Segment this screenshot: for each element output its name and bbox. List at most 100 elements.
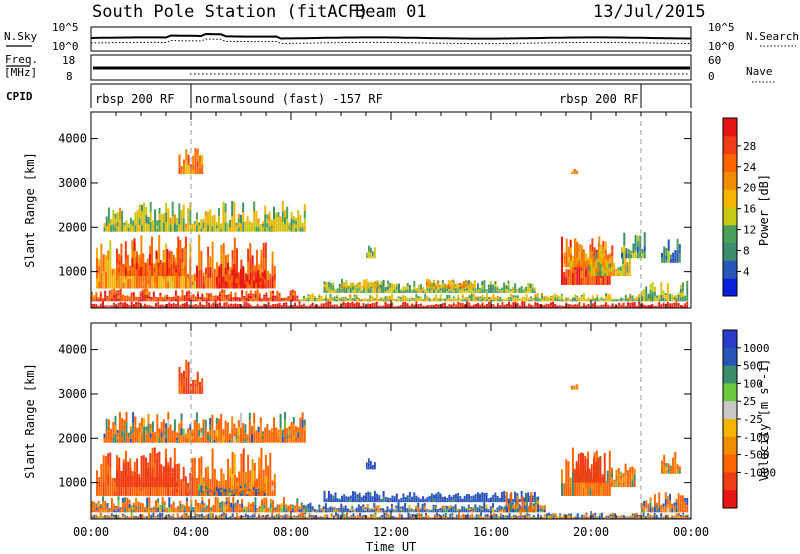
power-cell	[351, 299, 354, 301]
power-cell	[580, 298, 583, 300]
velocity-cell	[269, 498, 272, 504]
velocity-cell	[259, 430, 262, 437]
power-cell	[285, 298, 288, 300]
velocity-cell	[524, 517, 526, 519]
power-cell	[146, 304, 149, 306]
power-cell	[205, 306, 208, 308]
velocity-cell	[537, 516, 540, 519]
velocity-cell	[444, 515, 447, 518]
velocity-cell	[466, 515, 469, 518]
velocity-cell	[167, 514, 170, 516]
velocity-cell	[129, 426, 132, 431]
power-cell	[607, 257, 609, 261]
velocity-cell	[482, 518, 485, 519]
power-cell	[204, 226, 207, 232]
power-cell	[534, 297, 537, 302]
power-cell	[246, 215, 249, 220]
power-cell	[479, 306, 482, 308]
velocity-cell	[280, 516, 282, 518]
velocity-cell	[548, 512, 551, 516]
velocity-cell	[420, 513, 423, 517]
power-cell	[285, 299, 288, 301]
velocity-cell	[352, 517, 355, 519]
power-cell	[285, 297, 288, 299]
power-cell	[368, 245, 370, 252]
power-cell	[131, 274, 134, 289]
power-cell	[177, 305, 180, 308]
velocity-cell	[400, 514, 403, 517]
power-cell	[98, 266, 101, 274]
velocity-cell	[247, 502, 250, 505]
power-cell	[613, 298, 616, 300]
power-cell	[207, 267, 210, 278]
velocity-cell	[199, 381, 201, 386]
power-cell	[258, 297, 261, 302]
power-cell	[211, 221, 214, 227]
velocity-cell	[253, 512, 256, 515]
velocity-cell	[638, 514, 641, 516]
power-cell	[342, 299, 345, 302]
power-cell	[665, 251, 668, 256]
velocity-cell	[142, 492, 145, 496]
velocity-cell	[235, 491, 238, 494]
velocity-cell	[231, 416, 234, 430]
power-cell	[188, 304, 191, 306]
velocity-cell	[343, 516, 346, 519]
power-cell	[435, 289, 438, 293]
power-cell	[578, 251, 581, 260]
velocity-cell	[267, 508, 270, 511]
velocity-cell	[187, 491, 190, 496]
power-cell	[371, 297, 374, 300]
power-cell	[483, 286, 486, 293]
power-cell	[572, 261, 575, 265]
velocity-cell	[274, 509, 277, 512]
colorbar-tick-label: 28	[743, 140, 756, 153]
power-cell	[376, 280, 379, 283]
power-cell	[303, 211, 306, 218]
velocity-cell	[554, 516, 557, 518]
power-cell	[95, 304, 98, 307]
velocity-cell	[238, 516, 241, 518]
power-cell	[332, 287, 335, 291]
power-cell	[236, 303, 239, 306]
power-cell	[435, 306, 438, 308]
power-cell	[600, 298, 603, 300]
power-cell	[132, 299, 135, 302]
power-cell	[585, 298, 588, 300]
velocity-cell	[185, 515, 188, 519]
power-cell	[287, 298, 290, 302]
power-cell	[527, 299, 530, 301]
velocity-cell	[675, 515, 678, 517]
power-cell	[194, 298, 197, 300]
velocity-cell	[684, 517, 687, 519]
power-cell	[508, 299, 510, 302]
power-cell	[149, 221, 152, 232]
velocity-cell	[453, 517, 456, 519]
power-cell	[155, 306, 157, 308]
velocity-cell	[173, 484, 176, 496]
power-cell	[300, 300, 303, 302]
power-cell	[283, 300, 285, 302]
velocity-cell	[387, 514, 390, 517]
power-cell	[510, 293, 513, 298]
power-cell	[318, 305, 321, 307]
power-cell	[137, 270, 140, 277]
velocity-cell	[270, 431, 273, 436]
power-cell	[666, 292, 669, 302]
power-cell	[433, 305, 435, 307]
velocity-cell	[257, 432, 260, 438]
power-cell	[560, 295, 563, 298]
velocity-cell	[495, 516, 498, 519]
velocity-cell	[251, 425, 253, 435]
velocity-cell	[354, 516, 357, 518]
velocity-cell	[244, 487, 247, 492]
power-cell	[107, 215, 110, 224]
power-cell	[613, 300, 616, 301]
power-cell	[615, 271, 618, 274]
velocity-cell	[204, 427, 207, 436]
power-cell	[547, 298, 550, 300]
power-cell	[638, 301, 641, 304]
power-cell	[647, 293, 650, 296]
power-cell	[450, 288, 453, 290]
power-cell	[196, 148, 199, 155]
